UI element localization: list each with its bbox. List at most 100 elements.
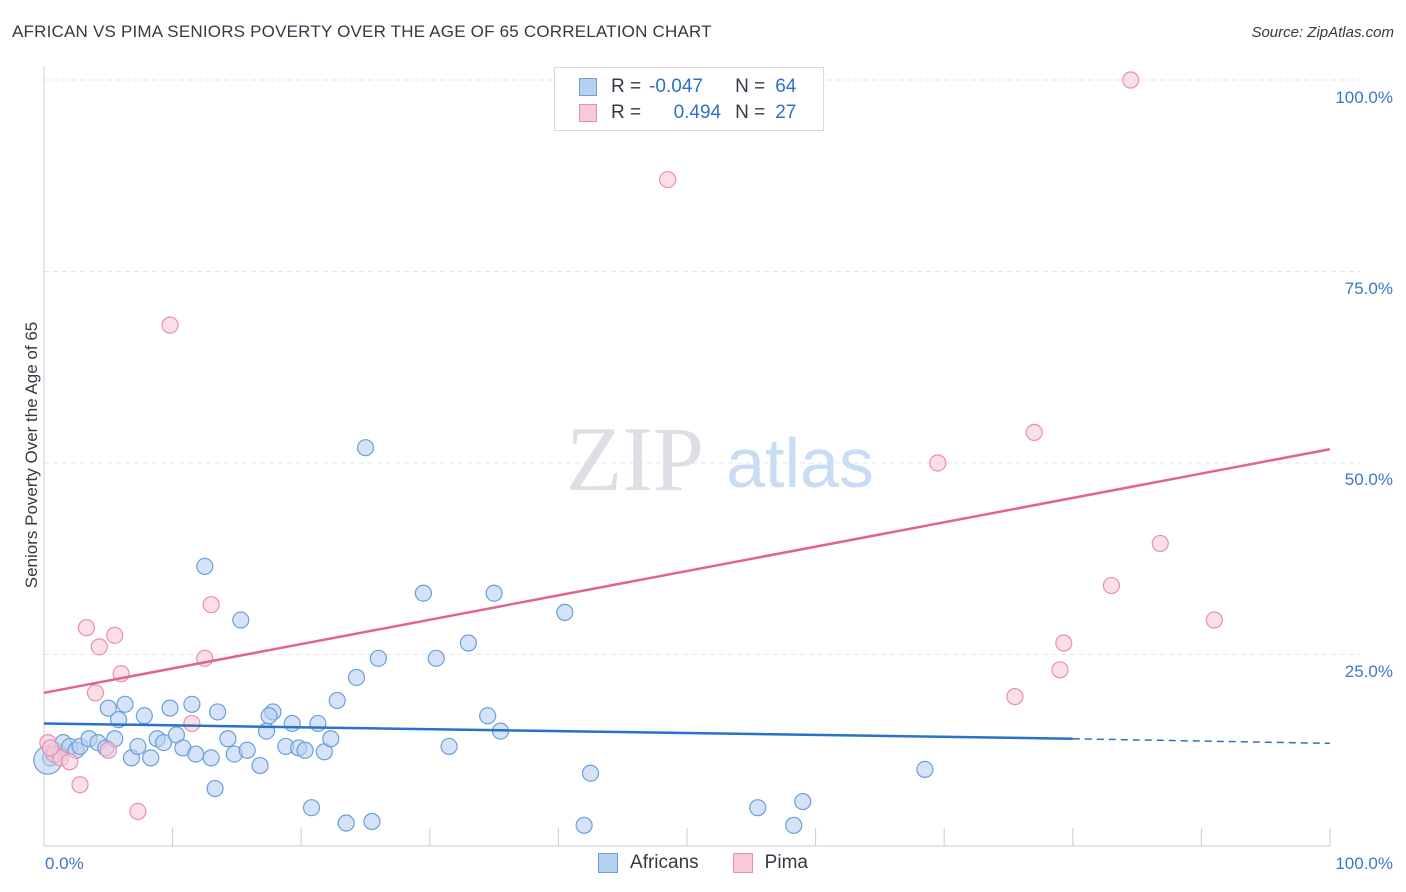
series-legend-label-africans: Africans [630,852,699,873]
y-tick-label-75: 75.0% [1345,279,1393,298]
point-africans [196,557,214,576]
series-legend-swatch-pima [732,853,753,873]
point-pima [90,638,108,656]
point-africans [187,745,205,763]
point-pima [129,802,147,821]
trend-lines [43,447,1331,745]
point-africans [369,649,387,667]
point-pima [1025,423,1043,441]
point-africans [479,707,497,725]
watermark-atlas: atlas [726,424,874,502]
point-africans [356,439,375,457]
point-africans [785,816,803,834]
point-africans [328,691,346,710]
chart-title: AFRICAN VS PIMA SENIORS POVERTY OVER THE… [12,22,712,41]
point-africans [161,699,179,717]
series-legend-swatch-africans [598,853,619,873]
point-africans [916,760,934,779]
point-africans [154,733,173,752]
legend-n-label: N = [735,76,766,97]
legend-swatch-africans [579,78,597,96]
watermark-zip: ZIP [566,408,704,510]
y-tick-label-50: 50.0% [1345,470,1393,489]
legend-r-value-pima: 0.494 [673,102,722,123]
point-africans [575,816,593,834]
point-africans [347,668,366,687]
point-africans [749,799,767,817]
legend-swatch-pima [579,104,597,122]
point-pima [77,619,96,637]
legend-r-value-africans: -0.047 [649,76,703,97]
point-pima [1006,688,1024,706]
point-africans [309,714,327,733]
point-pima [202,596,220,614]
point-pima [1122,71,1140,89]
point-africans [202,749,220,767]
point-africans [183,695,201,713]
legend-n-value-africans: 64 [775,76,797,97]
point-pima [1102,576,1120,595]
series-africans [33,439,934,834]
point-pima [1151,534,1169,553]
point-africans [238,741,256,759]
point-pima [929,454,947,472]
series-legend-pima[interactable]: Pima [732,852,808,874]
point-africans [363,812,381,831]
point-pima [99,741,117,759]
point-africans [219,730,237,748]
tick-labels: 0.0% 100.0% 25.0% 50.0% 75.0% 100.0% [45,88,1393,873]
trend-line-africans [43,722,1073,741]
point-africans [485,584,503,602]
legend-r-label: R = [611,102,642,123]
point-africans [142,749,160,767]
point-pima [183,714,201,733]
point-pima [659,170,677,189]
point-africans [232,611,250,629]
point-africans [459,634,477,652]
point-pima [1205,611,1223,629]
legend-n-label: N = [735,102,766,123]
series-legend-africans[interactable]: Africans [598,852,699,874]
point-africans [794,792,812,811]
point-pima [106,626,124,644]
legend-row-pima: R = 0.494 N = 27 [579,101,796,125]
point-africans [302,799,321,817]
point-pima [1051,661,1069,679]
point-pima [1055,634,1073,652]
series-pima [39,71,1223,821]
point-pima [86,684,105,702]
point-africans [322,730,340,748]
point-africans [283,714,301,733]
series-legend-label-pima: Pima [764,852,808,873]
correlation-legend: R = -0.047 N = 64 R = 0.494 N = 27 [554,67,824,131]
x-tick-label-max: 100.0% [1335,854,1393,873]
point-africans [581,764,600,782]
legend-n-value-pima: 27 [775,102,797,123]
watermark: ZIP atlas [566,408,874,510]
axes [43,66,1331,847]
legend-r-label: R = [611,76,642,97]
legend-row-africans: R = -0.047 N = 64 [579,75,796,99]
point-africans [99,699,117,717]
trend-line-africans-extension [1072,738,1331,745]
point-africans [135,707,153,725]
point-africans [337,814,355,832]
point-africans [209,703,227,721]
point-africans [206,779,224,798]
source-label: Source: ZipAtlas.com [1251,24,1394,41]
point-pima [41,739,60,757]
point-africans [427,649,445,667]
y-tick-label-25: 25.0% [1345,662,1393,681]
point-africans [260,707,278,725]
point-africans [556,603,574,621]
point-africans [414,584,432,602]
trend-line-pima [43,447,1331,695]
x-tick-label-min: 0.0% [45,854,84,873]
point-africans [129,737,147,756]
point-africans [116,695,134,713]
point-africans [440,737,458,756]
point-africans [296,741,314,759]
point-pima [61,753,79,771]
point-pima [161,316,179,334]
